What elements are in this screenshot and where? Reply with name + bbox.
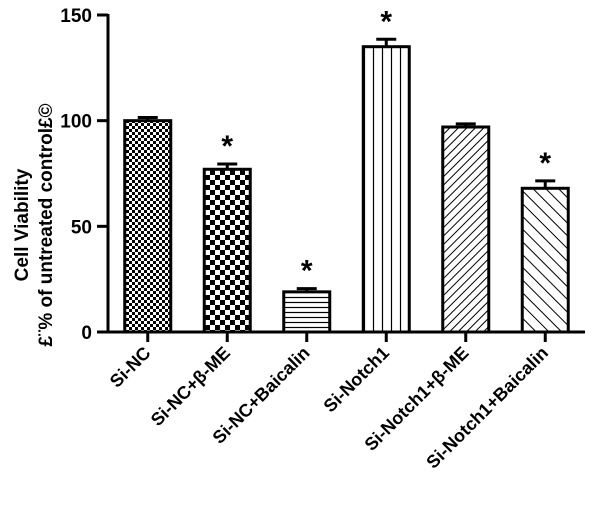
bar [520, 186, 570, 334]
bar [361, 45, 411, 334]
y-tick-label: 150 [60, 6, 92, 27]
bar [282, 290, 332, 334]
significance-marker: * [539, 147, 551, 180]
y-tick-label: 0 [81, 323, 92, 344]
x-category-label: Si-NC [106, 343, 155, 392]
y-axis-title-line1: Cell Viability [12, 168, 33, 281]
x-category-label: Si-NC+β-ME [147, 343, 234, 430]
y-tick-label: 100 [60, 112, 92, 133]
y-tick-label: 50 [71, 217, 92, 238]
significance-marker: * [380, 5, 392, 38]
x-category-label: Si-Notch1 [320, 343, 394, 417]
bars: * * * * [123, 5, 570, 334]
bar [123, 119, 173, 334]
y-axis: 0 50 100 150 [60, 6, 110, 344]
bar [202, 167, 252, 334]
bar [441, 125, 491, 334]
significance-marker: * [221, 130, 233, 163]
y-axis-title: Cell Viability £¨% of untreated control£… [12, 103, 57, 346]
y-axis-title-line2: £¨% of untreated control£© [36, 103, 57, 346]
significance-marker: * [301, 255, 313, 288]
